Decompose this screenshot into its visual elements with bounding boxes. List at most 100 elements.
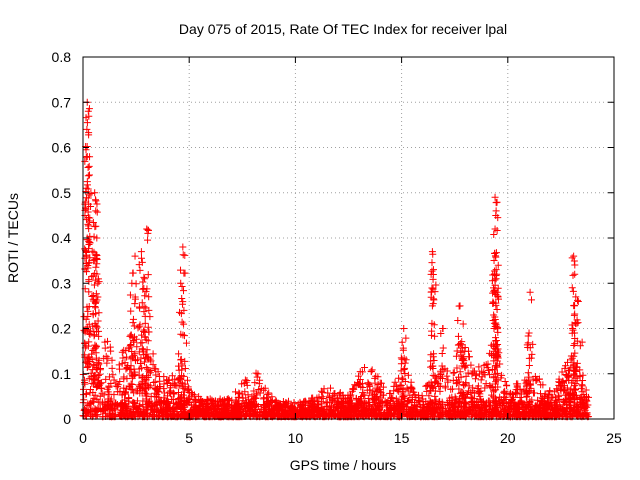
- data-point: [173, 400, 181, 408]
- data-point: [425, 410, 433, 418]
- x-tick-label: 5: [185, 430, 193, 446]
- data-point: [397, 360, 405, 368]
- data-point: [135, 261, 143, 269]
- data-point: [358, 400, 366, 408]
- data-point: [143, 346, 151, 354]
- data-point: [177, 279, 185, 287]
- data-point: [91, 304, 99, 312]
- data-point: [89, 346, 97, 354]
- data-point: [399, 400, 407, 408]
- data-point: [382, 412, 390, 420]
- data-point: [87, 190, 95, 198]
- data-point: [365, 398, 373, 406]
- data-point: [572, 293, 580, 301]
- data-point: [327, 384, 335, 392]
- data-point: [137, 248, 145, 256]
- y-tick-label: 0.6: [52, 140, 72, 156]
- data-point: [126, 291, 134, 299]
- data-point: [354, 400, 362, 408]
- data-point: [425, 392, 433, 400]
- data-point: [424, 382, 432, 390]
- data-point: [456, 368, 464, 376]
- data-point: [243, 381, 251, 389]
- data-point: [160, 394, 168, 402]
- data-point: [501, 394, 509, 402]
- data-point: [552, 406, 560, 414]
- data-point: [92, 197, 100, 205]
- data-point: [524, 369, 532, 377]
- data-point: [324, 389, 332, 397]
- data-point: [212, 403, 220, 411]
- data-point: [492, 337, 500, 345]
- data-point: [308, 410, 316, 418]
- data-point: [113, 401, 121, 409]
- data-point: [255, 386, 263, 394]
- y-axis: 0 0.1 0.2 0.3 0.4 0.5 0.6 0.7 0.8: [52, 49, 614, 427]
- data-point: [574, 297, 582, 305]
- data-point: [82, 184, 90, 192]
- data-point: [115, 361, 123, 369]
- data-point: [517, 390, 525, 398]
- data-point: [326, 409, 334, 417]
- data-point: [492, 249, 500, 257]
- data-point: [120, 411, 128, 419]
- data-point: [143, 372, 151, 380]
- data-point: [459, 320, 467, 328]
- data-point: [379, 383, 387, 391]
- data-point: [129, 354, 137, 362]
- data-point: [431, 379, 439, 387]
- data-point: [470, 367, 478, 375]
- data-point: [570, 252, 578, 260]
- data-point: [523, 341, 531, 349]
- data-point: [180, 269, 188, 277]
- data-point: [83, 364, 91, 372]
- data-point: [83, 142, 91, 150]
- data-point: [359, 407, 367, 415]
- data-point: [369, 401, 377, 409]
- data-point: [410, 388, 418, 396]
- data-point: [544, 404, 552, 412]
- data-point: [116, 387, 124, 395]
- data-point: [583, 409, 591, 417]
- data-point: [85, 191, 93, 199]
- data-point: [351, 405, 359, 413]
- data-point: [361, 391, 369, 399]
- data-point: [363, 386, 371, 394]
- data-point: [145, 306, 153, 314]
- data-point: [289, 406, 297, 414]
- data-point: [484, 360, 492, 368]
- data-point: [490, 231, 498, 239]
- data-point: [136, 304, 144, 312]
- data-point: [402, 356, 410, 364]
- data-point: [428, 411, 436, 419]
- data-point: [199, 412, 207, 420]
- x-tick-label: 0: [79, 430, 87, 446]
- data-point: [479, 398, 487, 406]
- data-point: [86, 214, 94, 222]
- data-point: [180, 287, 188, 295]
- data-point: [402, 334, 410, 342]
- y-tick-label: 0.7: [52, 94, 72, 110]
- data-point: [411, 411, 419, 419]
- data-point: [459, 356, 467, 364]
- data-point: [555, 375, 563, 383]
- data-point: [85, 131, 93, 139]
- data-point: [400, 366, 408, 374]
- data-point: [176, 375, 184, 383]
- data-point: [126, 332, 134, 340]
- data-point: [486, 382, 494, 389]
- data-point: [523, 386, 531, 394]
- data-point: [309, 412, 317, 420]
- data-point: [92, 310, 100, 318]
- data-point: [449, 369, 457, 377]
- data-point: [163, 379, 171, 387]
- data-point: [569, 271, 577, 279]
- data-point: [380, 391, 388, 399]
- data-point: [301, 397, 309, 405]
- data-point: [368, 366, 376, 374]
- data-point: [430, 296, 438, 304]
- data-point: [117, 402, 125, 410]
- data-point: [578, 381, 586, 389]
- data-point: [253, 389, 261, 397]
- data-point: [389, 397, 397, 405]
